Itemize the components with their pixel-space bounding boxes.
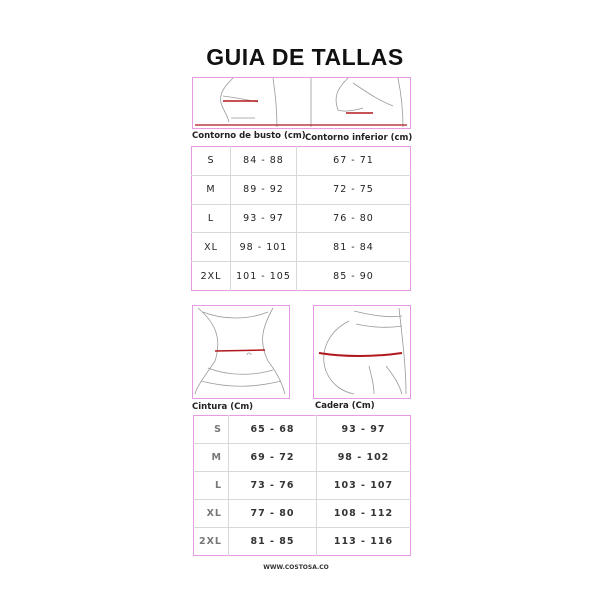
bust-cell: 101 - 105 bbox=[230, 261, 297, 291]
website-footer: WWW.COSTOSA.CO bbox=[263, 564, 329, 571]
size-cell: M bbox=[191, 175, 231, 205]
underbust-cell: 85 - 90 bbox=[333, 270, 374, 282]
waist-label: Cintura (Cm) bbox=[192, 402, 254, 412]
underbust-label: Contorno inferior (cm) bbox=[305, 133, 413, 143]
waist-cell: 73 - 76 bbox=[228, 471, 317, 500]
hip-label: Cadera (Cm) bbox=[315, 401, 375, 411]
hip-cell: 103 - 107 bbox=[316, 471, 411, 500]
bust-cell: 98 - 101 bbox=[230, 232, 297, 263]
size-cell: L bbox=[191, 204, 231, 234]
bust-illustration bbox=[192, 77, 411, 129]
underbust-cell: 76 - 80 bbox=[296, 204, 411, 234]
page-title: GUIA DE TALLAS bbox=[206, 44, 404, 70]
table-row: L 93 - 97 76 - 80 bbox=[191, 204, 411, 234]
size-cell: L bbox=[193, 471, 229, 500]
underbust-cell: 67 - 71 bbox=[296, 146, 411, 176]
size-cell: S bbox=[193, 415, 229, 444]
hip-cell: 93 - 97 bbox=[316, 415, 411, 444]
table-row: 2XL 101 - 105 85 - 90 bbox=[191, 261, 411, 291]
hip-cell: 113 - 116 bbox=[333, 536, 394, 547]
table-row: XL 98 - 101 81 - 84 bbox=[191, 232, 411, 263]
underbust-cell: 72 - 75 bbox=[296, 175, 411, 205]
size-cell: M bbox=[193, 443, 229, 472]
waist-hip-size-table: S 65 - 68 93 - 97 M 69 - 72 98 - 102 L 73 - 7… bbox=[193, 415, 411, 556]
bust-size-table: S 84 - 88 67 - 71 M 89 - 92 72 - 75 L 93 - 97… bbox=[191, 146, 411, 291]
table-row: XL 77 - 80 108 - 112 bbox=[193, 499, 411, 528]
size-cell: XL bbox=[193, 499, 229, 528]
bust-cell: 89 - 92 bbox=[230, 175, 297, 205]
size-cell: 2XL bbox=[191, 261, 231, 291]
bust-cell: 84 - 88 bbox=[230, 146, 297, 176]
table-row: S 65 - 68 93 - 97 bbox=[193, 415, 411, 444]
size-cell: 2XL bbox=[193, 527, 229, 556]
bust-cell: 93 - 97 bbox=[230, 204, 297, 234]
size-cell: XL bbox=[191, 232, 231, 263]
hip-measure-drawing bbox=[318, 307, 407, 395]
waist-illustration bbox=[192, 305, 290, 399]
waist-cell: 77 - 80 bbox=[228, 499, 317, 528]
hip-cell: 108 - 112 bbox=[316, 499, 411, 528]
table-row: S 84 - 88 67 - 71 bbox=[191, 146, 411, 176]
table-row: M 69 - 72 98 - 102 bbox=[193, 443, 411, 472]
waist-measure-drawing bbox=[194, 307, 286, 395]
bust-measure-drawing bbox=[195, 77, 407, 128]
bust-label: Contorno de busto (cm) bbox=[192, 131, 306, 141]
hip-cell: 98 - 102 bbox=[316, 443, 411, 472]
table-row: 2XL 81 - 85 113 - 116 bbox=[193, 527, 411, 556]
hip-illustration bbox=[313, 305, 411, 399]
table-row: M 89 - 92 72 - 75 bbox=[191, 175, 411, 205]
waist-cell: 81 - 85 bbox=[228, 527, 317, 556]
size-cell: S bbox=[191, 146, 231, 176]
table-row: L 73 - 76 103 - 107 bbox=[193, 471, 411, 500]
waist-cell: 69 - 72 bbox=[228, 443, 317, 472]
underbust-cell: 81 - 84 bbox=[296, 232, 411, 263]
waist-cell: 65 - 68 bbox=[228, 415, 317, 444]
